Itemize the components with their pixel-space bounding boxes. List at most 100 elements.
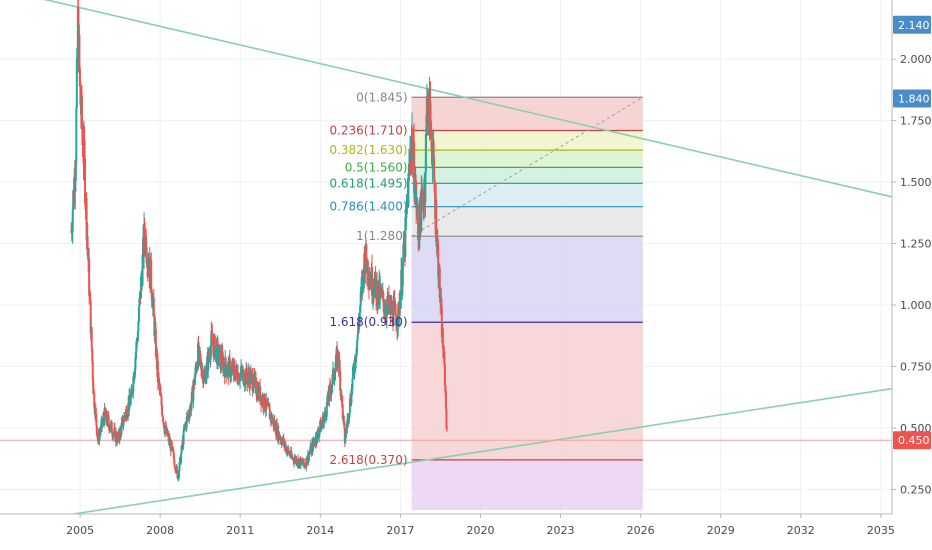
- candle-body: [420, 189, 423, 232]
- trendlines[interactable]: [0, 0, 893, 515]
- candle-body: [253, 373, 256, 380]
- candle-body: [301, 461, 304, 464]
- candle-body: [107, 417, 110, 425]
- candle-body: [350, 388, 353, 404]
- candle-body: [90, 327, 93, 349]
- candle-body: [71, 231, 74, 233]
- candle-body: [441, 328, 444, 348]
- candle-body: [315, 436, 318, 443]
- candle-body: [320, 423, 323, 425]
- candle-body: [106, 414, 109, 425]
- candle-body: [292, 457, 295, 461]
- candle-body: [407, 165, 410, 174]
- candle-body: [408, 164, 411, 166]
- candle-body: [398, 302, 401, 316]
- candle-body: [279, 437, 282, 440]
- candle-body: [229, 361, 232, 378]
- candle-body: [180, 453, 183, 464]
- candle-body: [336, 350, 339, 368]
- candle-body: [137, 306, 140, 323]
- candle-body: [340, 389, 343, 401]
- candle-body: [288, 453, 291, 457]
- candle-body: [226, 372, 229, 374]
- y-tick-label: 1.250: [900, 238, 932, 251]
- fib-band: [411, 130, 643, 151]
- candle-body: [296, 463, 299, 465]
- candle-body: [237, 373, 240, 383]
- candle-body: [358, 323, 361, 325]
- candle-body: [397, 304, 400, 327]
- candle-body: [300, 458, 303, 462]
- candle-body: [310, 446, 313, 454]
- candle-body: [443, 364, 446, 386]
- candle-body: [400, 270, 403, 294]
- candle-body: [158, 382, 161, 389]
- candle-body: [385, 305, 388, 318]
- candle-body: [81, 127, 84, 139]
- candle-body: [325, 402, 328, 417]
- candle-body: [329, 384, 332, 391]
- candle-body: [408, 153, 411, 165]
- candle-body: [103, 407, 106, 425]
- candle-body: [339, 371, 342, 391]
- candle-body: [95, 414, 98, 426]
- candle-body: [141, 254, 144, 286]
- candle-body: [330, 385, 333, 390]
- candle-body: [183, 429, 186, 431]
- candle-body: [139, 277, 142, 299]
- candle-body: [226, 364, 229, 373]
- candle-body: [145, 257, 148, 262]
- candle-body: [298, 460, 301, 467]
- candle-body: [345, 427, 348, 429]
- candle-body: [332, 368, 335, 381]
- candle-body: [88, 258, 91, 296]
- fib-band: [411, 459, 643, 510]
- y-tick-label: 2.000: [900, 53, 932, 66]
- fib-band: [411, 150, 643, 168]
- candle-body: [290, 450, 293, 457]
- candle-body: [392, 303, 395, 327]
- candle-body: [211, 335, 214, 344]
- fibonacci-labels: 0(1.845) 0.236(1.710) 0.382(1.630) 0.5(1.56…: [329, 90, 407, 467]
- candle-body: [322, 418, 325, 428]
- candle-body: [166, 428, 169, 436]
- candle-body: [199, 350, 202, 358]
- candle-body: [331, 374, 334, 386]
- candle-body: [150, 260, 153, 290]
- x-tick-label: 2029: [707, 524, 735, 537]
- candle-body: [268, 406, 271, 409]
- candle-body: [360, 287, 363, 292]
- price-tag-label: 2.140: [898, 19, 930, 32]
- candle-body: [318, 432, 321, 437]
- candle-body: [171, 446, 174, 448]
- candle-body: [357, 324, 360, 335]
- candle-body: [161, 415, 164, 418]
- candle-body: [239, 372, 242, 375]
- candle-body: [341, 404, 344, 420]
- candle-body: [166, 435, 169, 437]
- trendline: [73, 387, 893, 515]
- fibonacci-retracement[interactable]: [411, 96, 644, 510]
- candle-body: [426, 95, 429, 125]
- candle-body: [225, 373, 228, 377]
- fib-band: [411, 236, 643, 323]
- candle-body: [424, 172, 427, 203]
- candle-body: [205, 362, 208, 376]
- candle-body: [233, 365, 236, 375]
- candle-body: [436, 240, 439, 248]
- candle-body: [349, 398, 352, 405]
- candle-body: [379, 287, 382, 301]
- candle-body: [135, 341, 138, 352]
- candle-body: [410, 135, 413, 160]
- candle-body: [251, 390, 254, 392]
- candle-body: [396, 326, 399, 330]
- candle-body: [224, 357, 227, 368]
- candle-body: [245, 367, 248, 378]
- candle-body: [210, 330, 213, 346]
- candle-body: [202, 370, 205, 384]
- candle-body: [411, 132, 414, 163]
- candle-body: [112, 432, 115, 434]
- candle-body: [143, 223, 146, 235]
- candle-body: [347, 417, 350, 422]
